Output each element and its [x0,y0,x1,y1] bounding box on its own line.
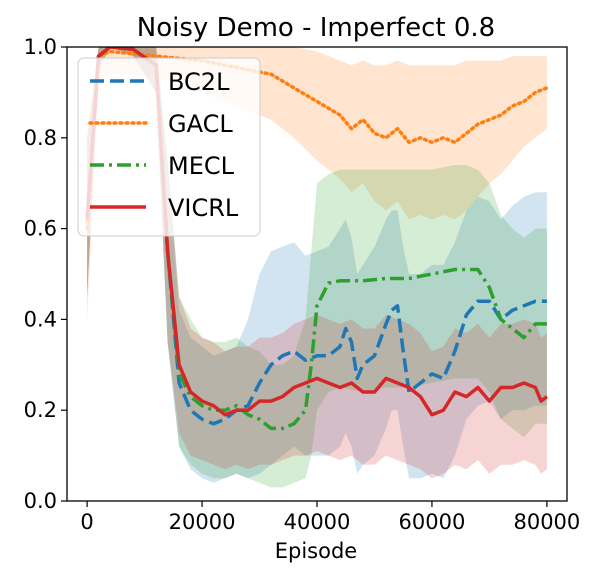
band-gacl [87,47,547,320]
y-tick-label: 0.0 [24,489,57,513]
band-vicrl [87,47,547,479]
legend: BC2L GACL MECL VICRL [77,57,261,237]
legend-label-bc2l: BC2L [168,68,230,96]
series-line-vicrl [85,47,548,417]
legend-label-vicrl: VICRL [168,194,239,222]
y-tick-label: 0.6 [24,217,57,241]
x-tick-label: 40000 [284,510,351,534]
x-axis: 0 20000 40000 60000 80000 [80,501,580,534]
y-tick-label: 1.0 [24,35,57,59]
chart-title: Noisy Demo - Imperfect 0.8 [137,13,495,43]
legend-label-gacl: GACL [168,110,233,138]
y-axis: 0.0 0.2 0.4 0.6 0.8 1.0 [24,35,67,513]
x-tick-label: 80000 [513,510,580,534]
x-axis-label: Episode [275,539,357,563]
y-tick-label: 0.2 [24,398,57,422]
y-tick-label: 0.4 [24,307,57,331]
series-line-bc2l [85,47,547,426]
band-mecl [87,47,547,488]
legend-box [77,57,261,237]
x-tick-label: 0 [80,510,93,534]
y-tick-label: 0.8 [24,126,57,150]
legend-label-mecl: MECL [168,152,235,180]
x-tick-label: 60000 [399,510,466,534]
x-tick-label: 20000 [169,510,236,534]
